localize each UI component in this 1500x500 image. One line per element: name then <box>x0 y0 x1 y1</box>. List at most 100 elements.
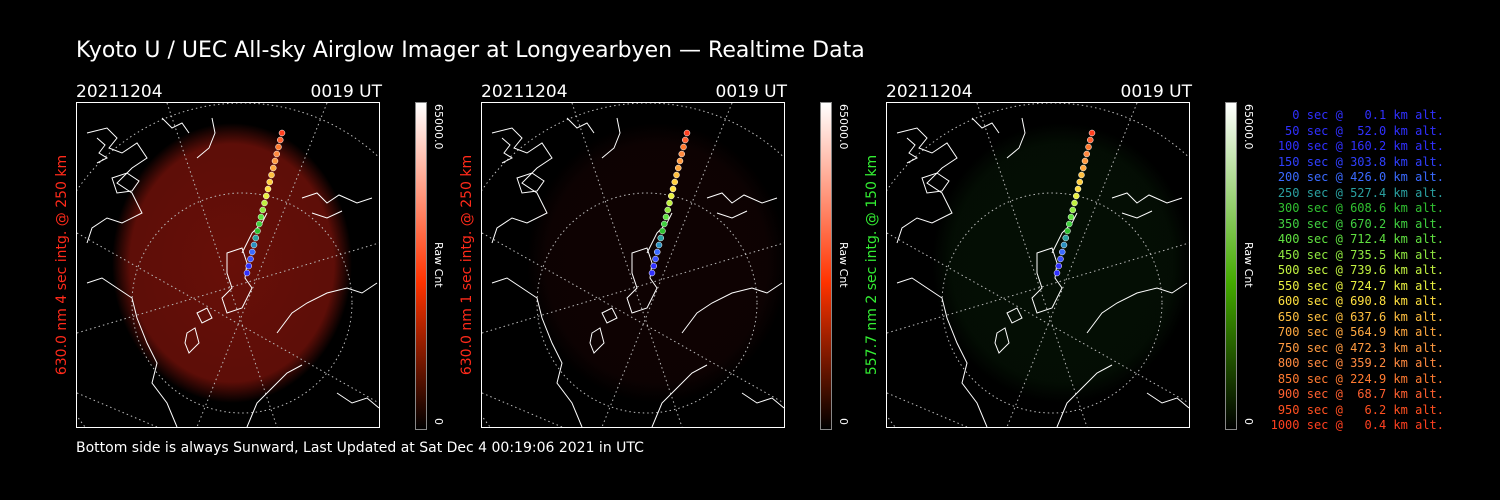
trajectory-point <box>256 220 263 228</box>
legend-row: 700 sec @ 564.9 km alt. <box>1277 325 1444 339</box>
trajectory-point <box>1066 220 1073 228</box>
legend-row: 200 sec @ 426.0 km alt. <box>1277 170 1444 184</box>
trajectory-point <box>682 136 689 144</box>
trajectory-point <box>245 262 252 270</box>
airglow-emission <box>932 123 1189 403</box>
trajectory-point <box>1088 129 1096 137</box>
legend-row: 650 sec @ 637.6 km alt. <box>1277 309 1444 324</box>
trajectory-point <box>1073 192 1080 200</box>
trajectory-point <box>1078 171 1085 179</box>
trajectory-point <box>652 255 659 263</box>
trajectory-point <box>664 206 671 214</box>
airglow-emission <box>527 123 784 403</box>
trajectory-point <box>678 150 685 158</box>
trajectory-point <box>266 178 273 186</box>
trajectory-point <box>669 185 677 193</box>
trajectory-point <box>662 213 670 221</box>
trajectory-point <box>1074 185 1082 193</box>
trajectory-point <box>254 227 261 235</box>
colorbar-min: 0 <box>837 418 850 425</box>
trajectory-point <box>680 143 687 151</box>
trajectory <box>648 129 691 277</box>
legend-row: 350 sec @ 670.2 km alt. <box>1277 216 1444 231</box>
trajectory-point <box>1064 227 1071 235</box>
trajectory-point <box>1076 178 1083 186</box>
trajectory-point <box>273 150 280 158</box>
legend-row: 800 sec @ 359.2 km alt. <box>1277 356 1444 370</box>
legend-row: 50 sec @ 52.0 km alt. <box>1285 123 1444 138</box>
trajectory-point <box>271 157 279 165</box>
trajectory <box>243 129 286 277</box>
panel-ylabel-text: 557.7 nm 2 sec intg. @ 150 km <box>864 154 880 376</box>
trajectory-point <box>249 248 256 256</box>
trajectory-point <box>264 185 272 193</box>
panel-630nm-4sec: 20211204 0019 UT 630.0 nm 4 sec intg. @ … <box>54 82 406 430</box>
trajectory-point <box>277 136 284 144</box>
trajectory-point <box>1081 157 1089 165</box>
legend-row: 250 sec @ 527.4 km alt. <box>1277 185 1444 200</box>
panel-ylabel: 557.7 nm 2 sec intg. @ 150 km <box>862 102 882 428</box>
allsky-image-frame <box>76 102 380 428</box>
panel-ylabel: 630.0 nm 1 sec intg. @ 250 km <box>457 102 477 428</box>
trajectory-point <box>675 164 682 172</box>
allsky-map <box>482 103 784 427</box>
trajectory-point <box>263 192 270 200</box>
trajectory-point <box>1087 136 1094 144</box>
trajectory-point <box>648 269 656 277</box>
colorbar-max: 65000.0 <box>837 104 850 150</box>
trajectory-point <box>655 241 663 249</box>
trajectory-point <box>650 262 657 270</box>
panel-time: 0019 UT <box>1120 82 1193 102</box>
legend-row: 0 sec @ 0.1 km alt. <box>1292 108 1444 122</box>
page-title: Kyoto U / UEC All-sky Airglow Imager at … <box>76 38 865 63</box>
trajectory-point <box>1053 269 1061 277</box>
footer-status: Bottom side is always Sunward, Last Upda… <box>76 440 644 456</box>
colorbar-labels: 65000.0 Raw Cnt 0 <box>837 102 854 428</box>
legend-row: 400 sec @ 712.4 km alt. <box>1277 232 1444 246</box>
trajectory-legend: 0 sec @ 0.1 km alt. 50 sec @ 52.0 km alt.… <box>1268 108 1444 434</box>
colorbar <box>1225 102 1237 430</box>
trajectory-point <box>250 241 258 249</box>
panel-630nm-1sec: 20211204 0019 UT 630.0 nm 1 sec intg. @ … <box>459 82 811 430</box>
panel-ylabel-text: 630.0 nm 1 sec intg. @ 250 km <box>459 154 475 376</box>
trajectory-point <box>659 227 666 235</box>
panel-date: 20211204 <box>886 82 973 102</box>
legend-row: 550 sec @ 724.7 km alt. <box>1277 278 1444 293</box>
colorbar-max: 65000.0 <box>1242 104 1255 150</box>
coastline <box>896 117 1189 427</box>
trajectory-point <box>252 234 259 242</box>
colorbar-max: 65000.0 <box>432 104 445 150</box>
trajectory-point <box>1067 213 1075 221</box>
trajectory-point <box>259 206 266 214</box>
legend-row: 1000 sec @ 0.4 km alt. <box>1270 418 1444 432</box>
trajectory-point <box>261 199 268 207</box>
legend-row: 450 sec @ 735.5 km alt. <box>1277 247 1444 262</box>
trajectory-point <box>661 220 668 228</box>
colorbar <box>820 102 832 430</box>
allsky-map <box>77 103 379 427</box>
colorbar-labels: 65000.0 Raw Cnt 0 <box>1242 102 1259 428</box>
legend-row: 750 sec @ 472.3 km alt. <box>1277 340 1444 355</box>
trajectory-point <box>270 164 277 172</box>
trajectory-point <box>278 129 286 137</box>
trajectory-point <box>673 171 680 179</box>
panel-date: 20211204 <box>481 82 568 102</box>
legend-row: 600 sec @ 690.8 km alt. <box>1277 294 1444 308</box>
allsky-image-frame <box>886 102 1190 428</box>
geo-grid <box>887 103 1189 427</box>
panel-time: 0019 UT <box>715 82 788 102</box>
colorbar-label: Raw Cnt <box>1242 242 1255 288</box>
legend-row: 900 sec @ 68.7 km alt. <box>1277 387 1444 401</box>
trajectory-point <box>247 255 254 263</box>
colorbar <box>415 102 427 430</box>
trajectory-point <box>666 199 673 207</box>
trajectory-point <box>1083 150 1090 158</box>
airglow-emission <box>112 123 352 403</box>
panel-557nm-2sec: 20211204 0019 UT 557.7 nm 2 sec intg. @ … <box>864 82 1216 430</box>
legend-row: 950 sec @ 6.2 km alt. <box>1277 402 1444 417</box>
trajectory-point <box>668 192 675 200</box>
colorbar-labels: 65000.0 Raw Cnt 0 <box>432 102 449 428</box>
trajectory-point <box>275 143 282 151</box>
trajectory-point <box>1071 199 1078 207</box>
allsky-image-frame <box>481 102 785 428</box>
